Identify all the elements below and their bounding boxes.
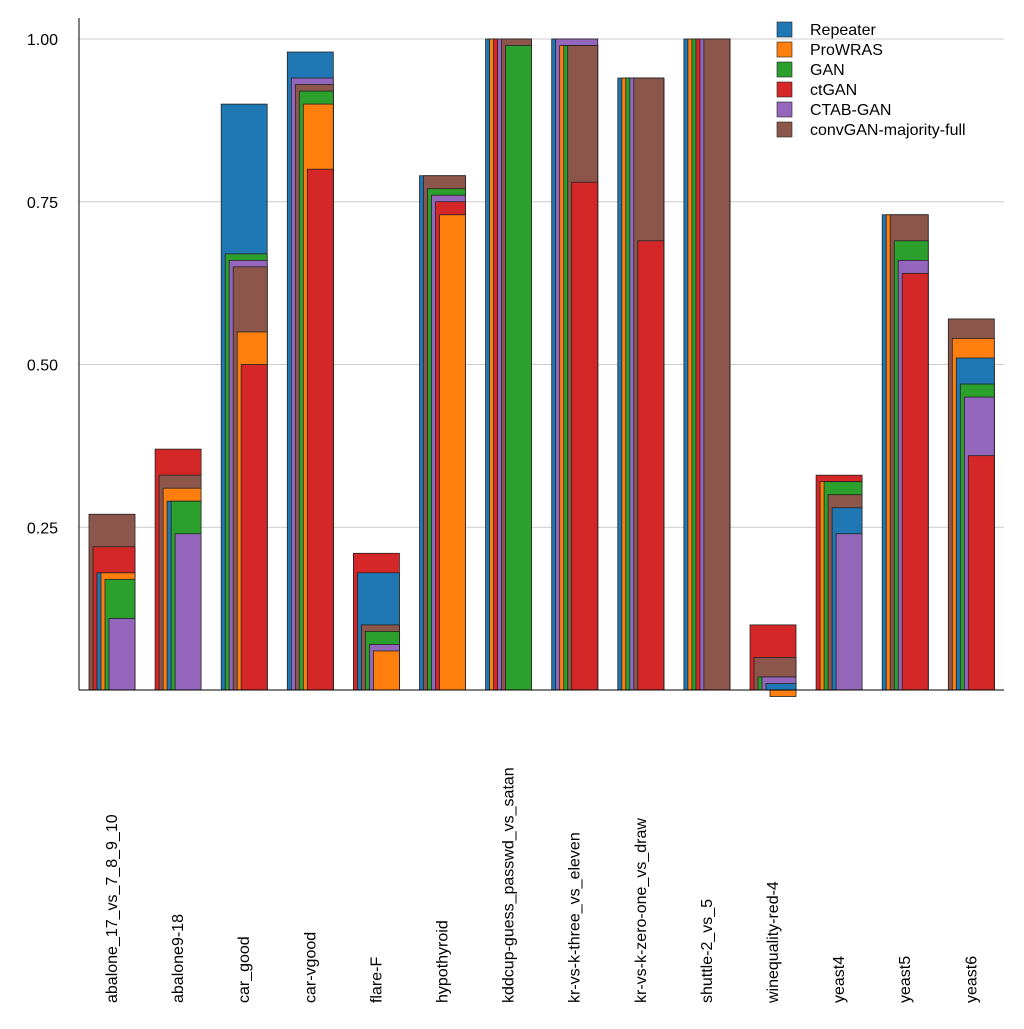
bar-ctgan — [901, 272, 929, 691]
legend-swatch — [776, 21, 793, 38]
legend-swatch — [776, 41, 793, 58]
legend-label: GAN — [810, 62, 845, 79]
legend-label: convGAN-majority-full — [810, 122, 966, 139]
x-category-label: abalone9-18 — [170, 914, 187, 1003]
legend-label: ctGAN — [810, 82, 857, 99]
x-category-label: car_good — [236, 936, 253, 1003]
bar-gan — [505, 45, 533, 691]
bar-ctgan — [637, 240, 665, 691]
x-category-label: shuttle-2_vs_5 — [699, 899, 716, 1003]
x-category-label: flare-F — [368, 957, 385, 1003]
y-tick-label: 0.25 — [27, 520, 58, 537]
legend-swatch — [776, 121, 793, 138]
bar-prowras — [439, 214, 466, 691]
legend: Repeater ProWRAS GAN ctGAN CTAB-GAN convGAN-m… — [776, 21, 966, 139]
x-category-label: yeast4 — [831, 956, 848, 1003]
x-category-label: kddcup-guess_passwd_vs_satan — [501, 767, 518, 1003]
x-category-label: yeast5 — [897, 956, 914, 1003]
x-category-label: kr-vs-k-zero-one_vs_draw — [633, 818, 650, 1003]
x-category-label: abalone_17_vs_7_8_9_10 — [104, 814, 121, 1003]
bar-prowras — [769, 689, 797, 697]
x-category-label: car-vgood — [302, 932, 319, 1003]
y-tick-labels: 0.25 0.50 0.75 1.00 — [27, 32, 58, 537]
bars — [88, 38, 995, 697]
bar-convgan-majority-full — [703, 38, 731, 691]
legend-swatch — [776, 101, 793, 118]
bar-ctgan — [571, 181, 599, 691]
bar-ctgan — [967, 455, 995, 691]
y-tick-label: 0.75 — [27, 195, 58, 212]
legend-label: CTAB-GAN — [810, 102, 891, 119]
axes — [78, 18, 1004, 691]
legend-label: ProWRAS — [810, 42, 883, 59]
legend-swatch — [776, 81, 793, 98]
y-tick-label: 0.50 — [27, 358, 58, 375]
bar-repeater — [765, 683, 797, 691]
bar-ctgan — [240, 364, 268, 691]
x-category-label: winequality-red-4 — [765, 881, 782, 1004]
x-category-label: hypothyroid — [435, 920, 452, 1003]
y-tick-label: 1.00 — [27, 32, 58, 49]
legend-swatch — [776, 61, 793, 78]
legend-label: Repeater — [810, 22, 876, 39]
bar-ctgan — [306, 168, 334, 691]
bar-ctab-gan — [174, 533, 202, 691]
x-category-label: yeast6 — [963, 956, 980, 1003]
bar-ctab-gan — [835, 533, 863, 691]
bar-prowras — [372, 650, 400, 691]
category-labels: abalone_17_vs_7_8_9_10 abalone9-18 car_goo… — [104, 767, 980, 1004]
x-category-label: kr-vs-k-three_vs_eleven — [567, 832, 584, 1003]
bar-ctab-gan — [108, 617, 136, 691]
